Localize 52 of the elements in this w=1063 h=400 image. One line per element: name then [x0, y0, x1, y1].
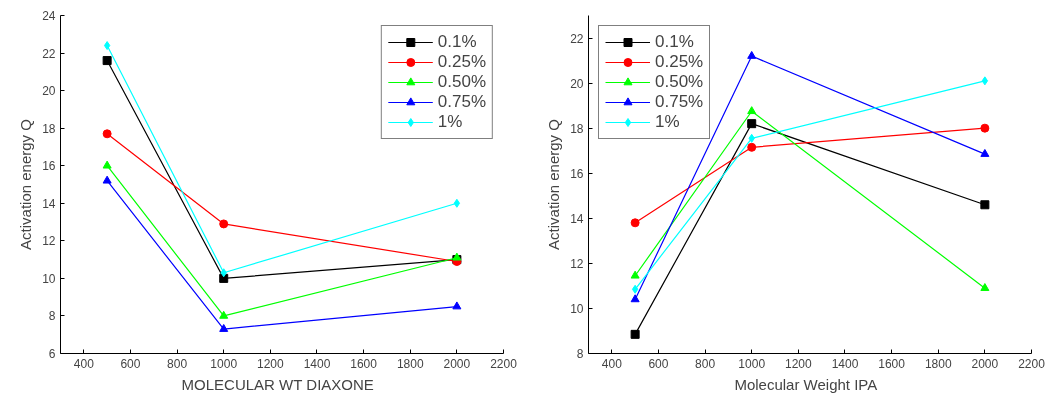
x-tick-label: 1000: [210, 356, 238, 371]
legend-label: 0.25%: [655, 52, 704, 72]
x-tick-label: 1400: [303, 356, 331, 371]
y-tick-label: 10: [42, 271, 56, 286]
y-tick-label: 20: [570, 76, 584, 91]
legend-label: 1%: [437, 112, 463, 132]
y-tick-label: 6: [48, 347, 56, 361]
y-axis-title: Activation energy Q: [17, 119, 35, 250]
y-tick-label: 22: [42, 46, 56, 61]
y-tick-label: 16: [42, 159, 56, 174]
legend-label: 0.50%: [655, 72, 704, 92]
x-tick-label: 1200: [256, 356, 285, 371]
y-tick-label: 8: [576, 347, 584, 361]
legend-label: 0.50%: [437, 72, 486, 92]
legend-label: 0.1%: [655, 32, 694, 52]
legend-label: 0.75%: [437, 92, 486, 112]
x-tick-label: 2000: [443, 356, 471, 371]
x-tick-label: 2200: [490, 356, 518, 371]
x-tick-label: 2200: [1018, 356, 1046, 371]
y-tick-label: 8: [48, 309, 56, 324]
x-tick-label: 1800: [396, 356, 424, 371]
legend-label: 1%: [655, 112, 680, 132]
x-tick-label: 1000: [738, 356, 766, 371]
x-tick-label: 600: [648, 356, 669, 371]
x-tick-label: 2000: [971, 356, 999, 371]
y-tick-label: 18: [42, 121, 56, 136]
x-tick-label: 1600: [350, 356, 378, 371]
y-axis-title: Activation energy Q: [545, 119, 563, 250]
y-tick-label: 14: [42, 196, 56, 211]
y-tick-label: 16: [570, 166, 584, 181]
x-axis-title: MOLECULAR WT DIAXONE: [181, 375, 374, 393]
y-tick-label: 10: [570, 301, 584, 316]
x-tick-label: 1800: [924, 356, 952, 371]
legend-label: 0.75%: [655, 92, 704, 112]
y-tick-label: 18: [570, 121, 584, 136]
y-tick-label: 24: [42, 9, 56, 23]
x-tick-label: 1400: [831, 356, 859, 371]
x-tick-label: 600: [120, 356, 141, 371]
x-tick-label: 1600: [878, 356, 906, 371]
y-tick-label: 12: [42, 234, 56, 249]
x-tick-label: 400: [601, 356, 623, 371]
y-tick-label: 12: [570, 256, 584, 271]
legend-label: 0.25%: [437, 52, 486, 72]
legend-label: 0.1%: [437, 32, 477, 52]
y-tick-label: 20: [42, 84, 56, 99]
x-tick-label: 1200: [784, 356, 813, 371]
x-tick-label: 800: [695, 356, 716, 371]
x-tick-label: 800: [167, 356, 188, 371]
y-tick-label: 22: [570, 31, 584, 46]
x-tick-label: 400: [73, 356, 95, 371]
x-axis-title: Molecular Weight IPA: [734, 375, 878, 393]
y-tick-label: 14: [570, 211, 584, 226]
